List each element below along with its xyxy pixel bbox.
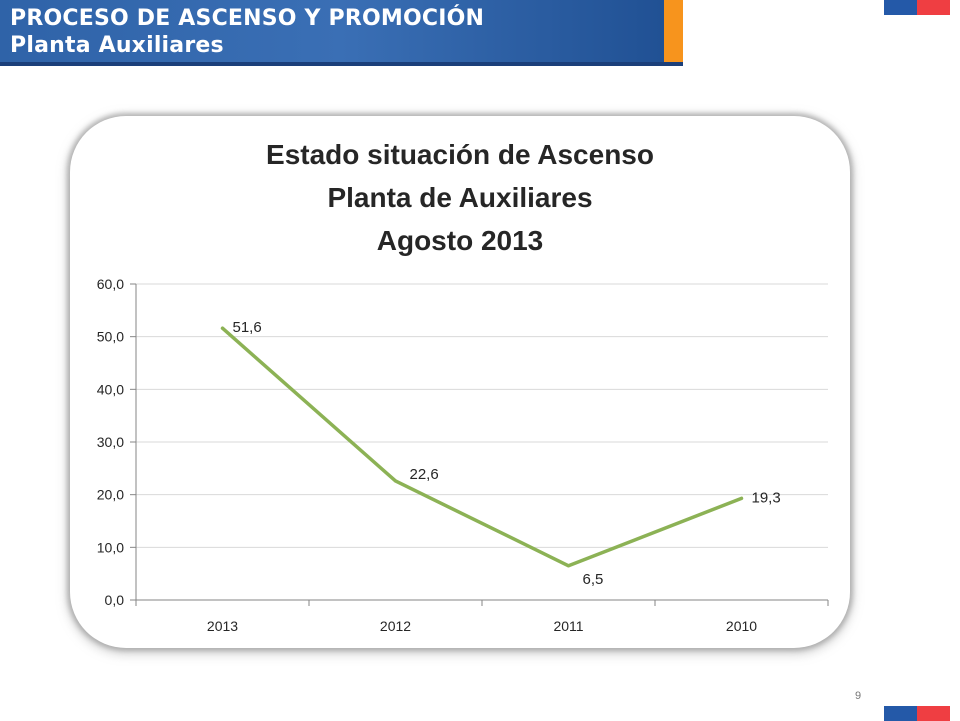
y-tick-label: 40,0 [97,381,124,397]
data-label: 6,5 [583,571,604,588]
data-label: 19,3 [752,489,781,506]
data-point [567,564,570,568]
chart-title-line-3: Agosto 2013 [377,225,544,256]
chart-card: Estado situación de Ascenso Planta de Aux… [70,116,850,648]
y-tick-label: 50,0 [97,329,124,345]
chart-title-line-1: Estado situación de Ascenso [266,139,654,170]
y-tick-label: 20,0 [97,487,124,503]
data-point [394,479,397,483]
line-chart: Estado situación de Ascenso Planta de Aux… [97,139,829,634]
y-tick-label: 0,0 [105,592,125,608]
y-tick-label: 10,0 [97,539,124,555]
data-point [740,496,743,500]
x-tick-label: 2012 [380,618,411,634]
title-line-2: Planta Auxiliares [10,33,224,58]
flag-logo-bottom [884,706,950,721]
header-accent-bar [664,0,683,62]
x-tick-label: 2010 [726,618,757,634]
data-label: 51,6 [233,319,262,336]
y-tick-label: 60,0 [97,276,124,292]
header-underline [0,62,683,66]
header-band [0,0,683,66]
y-tick-label: 30,0 [97,434,124,450]
x-tick-label: 2013 [207,618,238,634]
page-title: PROCESO DE ASCENSO Y PROMOCIÓN Planta Au… [10,5,484,59]
data-label: 22,6 [410,466,439,483]
flag-logo-top [884,0,950,15]
title-line-1: PROCESO DE ASCENSO Y PROMOCIÓN [10,6,485,31]
series-line [220,326,744,568]
chart-title-line-2: Planta de Auxiliares [327,182,592,213]
x-tick-label: 2011 [553,618,583,634]
data-point [221,326,224,330]
page-number: 9 [855,690,862,702]
